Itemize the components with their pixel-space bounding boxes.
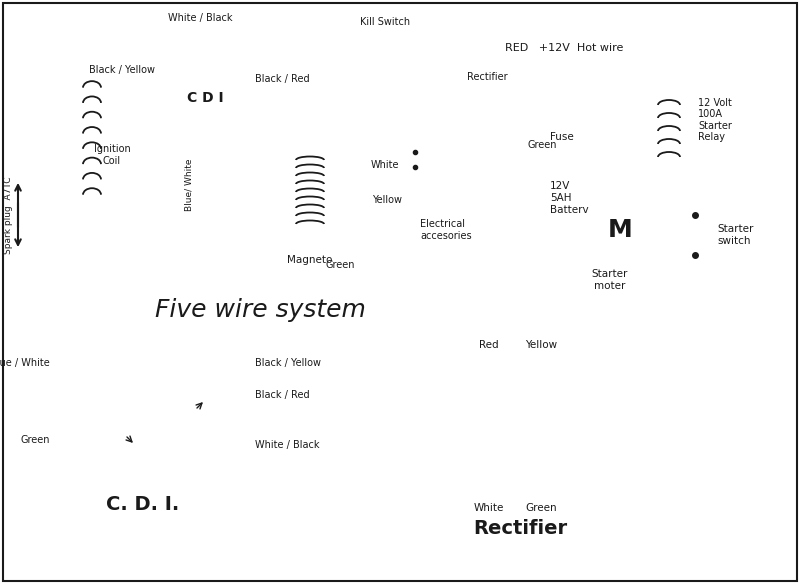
Text: Spark plug  A7TC: Spark plug A7TC (5, 176, 14, 254)
Text: Black / Red: Black / Red (255, 74, 310, 84)
Bar (455, 85, 520, 140)
Text: Starter
moter: Starter moter (592, 269, 628, 291)
Text: Kill Switch: Kill Switch (360, 17, 410, 27)
Text: 12V
5AH
Batterv: 12V 5AH Batterv (550, 182, 589, 214)
Text: Black / Yellow: Black / Yellow (255, 358, 321, 368)
Text: Magneto: Magneto (287, 255, 333, 265)
Text: C. D. I.: C. D. I. (106, 495, 179, 515)
Text: Yellow: Yellow (525, 340, 557, 350)
Text: Green: Green (21, 435, 50, 445)
Circle shape (397, 182, 433, 218)
Text: White / Black: White / Black (255, 440, 319, 450)
Bar (165, 75, 245, 120)
Text: M: M (608, 218, 632, 242)
Text: White / Black: White / Black (168, 13, 232, 23)
Text: Electrical
accesories: Electrical accesories (420, 219, 472, 241)
Text: C D I: C D I (186, 91, 223, 105)
Bar (520, 120, 540, 155)
Text: Ignition
Coil: Ignition Coil (94, 144, 130, 166)
Bar (474, 337, 504, 355)
Text: Rectifier: Rectifier (467, 72, 508, 82)
Bar (135, 337, 170, 355)
Text: Green: Green (325, 260, 354, 270)
Bar (450, 355, 590, 475)
Text: Fuse: Fuse (550, 132, 574, 142)
Circle shape (255, 140, 365, 250)
Text: Red: Red (479, 340, 499, 350)
Text: Black / Red: Black / Red (255, 390, 310, 400)
Bar (474, 475, 504, 493)
Text: 12 Volt
100A
Starter
Relay: 12 Volt 100A Starter Relay (698, 98, 732, 142)
Text: Green: Green (528, 140, 558, 150)
Circle shape (582, 192, 658, 268)
Bar (630, 90, 690, 170)
Text: RED   +12V  Hot wire: RED +12V Hot wire (505, 43, 623, 53)
Text: White: White (370, 160, 399, 170)
Text: Blue / White: Blue / White (0, 358, 50, 368)
Text: Blue/ White: Blue/ White (185, 159, 194, 211)
Text: Yellow: Yellow (372, 195, 402, 205)
Text: Black / Yellow: Black / Yellow (89, 65, 155, 75)
Bar (55, 355, 250, 480)
Bar (526, 475, 556, 493)
Text: Rectifier: Rectifier (473, 519, 567, 537)
Bar (526, 337, 556, 355)
Text: White: White (474, 503, 504, 513)
Text: Starter
switch: Starter switch (717, 224, 754, 246)
Text: Green: Green (525, 503, 557, 513)
Text: Five wire system: Five wire system (155, 298, 366, 322)
